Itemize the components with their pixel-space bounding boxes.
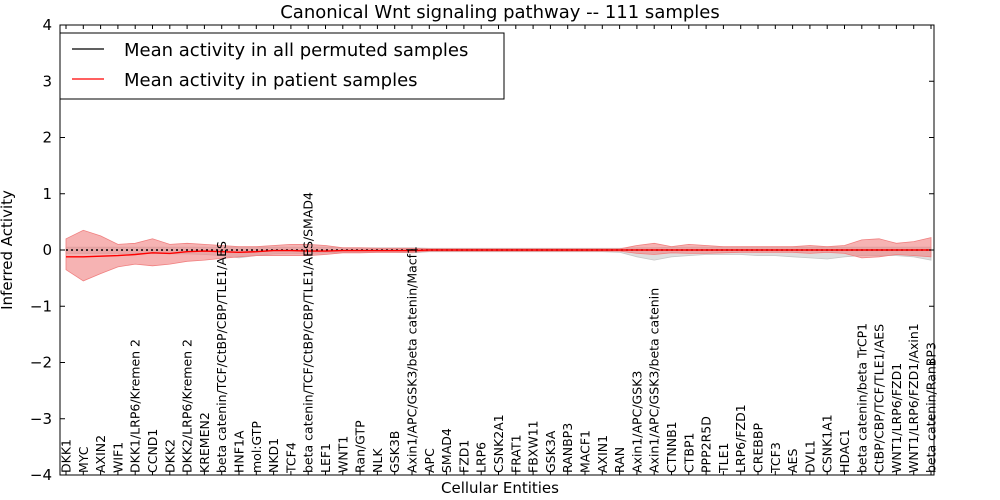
category-label: DKK1 <box>59 439 74 473</box>
category-label: WNT1/LRP6/FZD1/Axin1 <box>906 323 921 473</box>
category-label: RAN <box>612 447 627 473</box>
plot-frame <box>59 24 935 476</box>
y-tick-label: 3 <box>42 72 52 90</box>
category-label: GSK3A <box>543 430 558 473</box>
category-label: TCF3 <box>768 442 783 474</box>
y-tick-label: 0 <box>42 241 52 259</box>
category-label: Ran/GTP <box>353 420 368 473</box>
category-label: CtBP/CBP/TCF/TLE1/AES <box>872 324 887 473</box>
category-label: FRAT1 <box>508 434 523 473</box>
y-axis-label: Inferred Activity <box>0 190 16 310</box>
category-label: CTNNB1 <box>664 421 679 473</box>
legend: Mean activity in all permuted samples Me… <box>59 32 505 100</box>
category-label: NKD1 <box>266 438 281 473</box>
x-axis-label: Cellular Entities <box>441 479 559 497</box>
category-label: CTBP1 <box>681 433 696 473</box>
category-label: CSNK2A1 <box>491 414 506 473</box>
y-tick-label: 1 <box>42 185 52 203</box>
category-label: WNT1 <box>335 436 350 473</box>
series-line-1 <box>66 249 931 258</box>
axis-ticks: −4 −3 −2 −1 0 1 2 3 4 <box>30 16 934 484</box>
category-label: DVL1 <box>802 440 817 473</box>
category-label: KREMEN2 <box>197 412 212 473</box>
y-tick-label: 4 <box>42 16 52 34</box>
category-label: beta catenin/RanBP3 <box>924 342 939 473</box>
category-label: TCF4 <box>283 442 298 474</box>
category-label: DKK1/LRP6/Kremen 2 <box>128 339 143 473</box>
y-tick-label: −3 <box>30 410 52 428</box>
category-label: AES <box>785 449 800 473</box>
category-label: TLE1 <box>716 443 731 474</box>
category-label: beta catenin/beta TrCP1 <box>854 323 869 473</box>
legend-frame <box>59 32 505 100</box>
category-label: Axin1/APC/GSK3/beta catenin <box>647 288 662 473</box>
category-label: PPP2R5D <box>699 416 714 473</box>
category-label: LRP6 <box>474 442 489 473</box>
category-label: HDAC1 <box>837 429 852 473</box>
category-label: mol:GTP <box>249 421 264 473</box>
category-label: NLK <box>370 448 385 473</box>
category-label: DKK2 <box>162 439 177 473</box>
confidence-bands <box>65 229 932 282</box>
category-label: FZD1 <box>456 440 471 473</box>
category-label: AXIN2 <box>93 435 108 473</box>
category-label: beta catenin/TCF/CtBP/CBP/TLE1/AES <box>214 241 229 473</box>
category-label: WNT1/LRP6/FZD1 <box>889 363 904 473</box>
series-band-1 <box>65 229 932 282</box>
category-label: Axin1/APC/GSK3/beta catenin/Macf1 <box>405 246 420 473</box>
y-tick-label: −2 <box>30 354 52 372</box>
category-label: CSNK1A1 <box>820 414 835 473</box>
category-label: LEF1 <box>318 443 333 473</box>
category-label: beta catenin/TCF/CtBP/CBP/TLE1/AES/SMAD4 <box>301 192 316 473</box>
y-tick-label: −4 <box>30 466 52 484</box>
series-lines <box>66 249 931 258</box>
category-label: FBXW11 <box>526 420 541 473</box>
chart-title: Canonical Wnt signaling pathway -- 111 s… <box>280 2 720 23</box>
category-label: MYC <box>76 446 91 473</box>
category-label: WIF1 <box>110 442 125 473</box>
category-label: Axin1/APC/GSK3 <box>629 371 644 473</box>
category-label: HNF1A <box>232 430 247 473</box>
y-tick-label: −1 <box>30 297 52 315</box>
category-labels: DKK1 MYC AXIN2 WIF1 DKK1/LRP6/Kremen 2 CCND1 D… <box>59 192 939 474</box>
category-label: APC <box>422 448 437 473</box>
category-label: LRP6/FZD1 <box>733 404 748 473</box>
category-label: AXIN1 <box>595 435 610 473</box>
category-label: RANBP3 <box>560 423 575 473</box>
y-tick-label: 2 <box>42 129 52 147</box>
category-label: GSK3B <box>387 431 402 473</box>
legend-label-permuted: Mean activity in all permuted samples <box>124 40 468 61</box>
category-label: DKK2/LRP6/Kremen 2 <box>180 339 195 473</box>
category-label: CCND1 <box>145 429 160 473</box>
category-label: SMAD4 <box>439 428 454 473</box>
category-label: CREBBP <box>751 423 766 473</box>
legend-label-patient: Mean activity in patient samples <box>124 70 418 91</box>
category-label: MACF1 <box>578 430 593 473</box>
